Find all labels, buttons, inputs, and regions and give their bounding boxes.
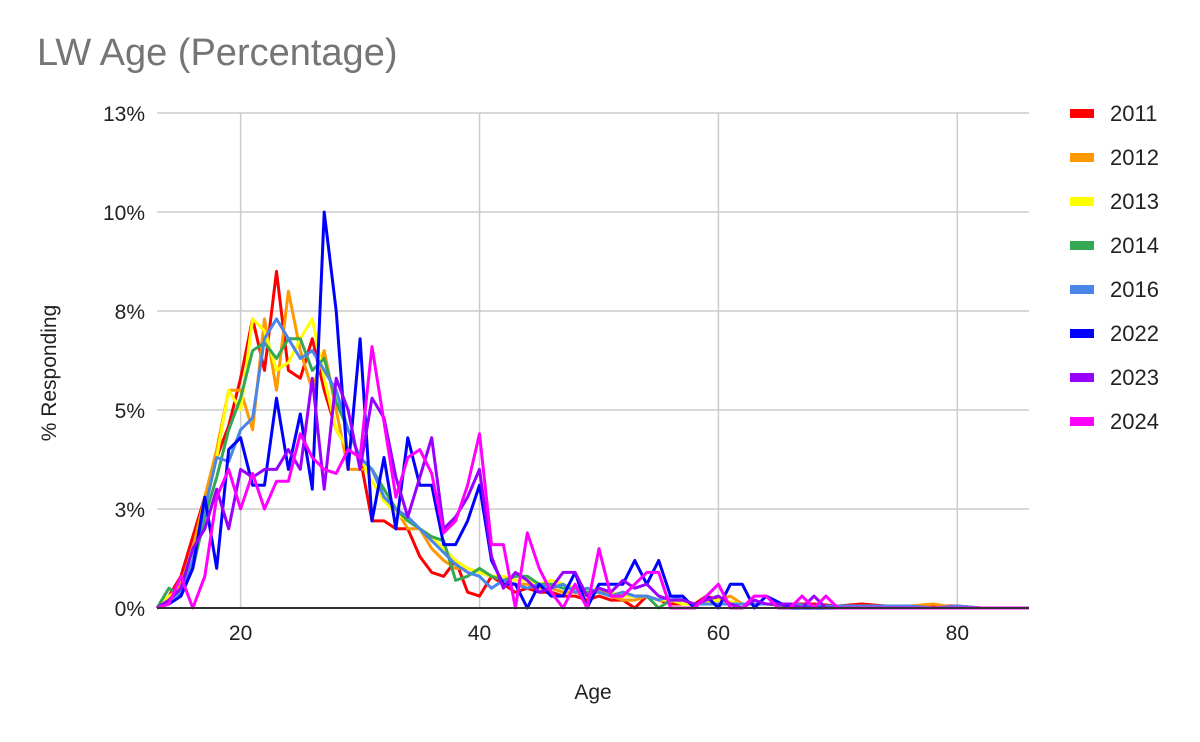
y-tick-label: 3% (115, 499, 145, 522)
y-tick-label: 0% (115, 598, 145, 621)
series-line-2011 (155, 269, 1029, 610)
legend-label: 2013 (1110, 189, 1159, 214)
legend-label: 2016 (1110, 277, 1159, 302)
y-axis-label: % Responding (38, 305, 61, 442)
series-line-2024 (156, 345, 1029, 610)
legend-label: 2011 (1110, 101, 1158, 126)
legend-swatch (1070, 241, 1094, 250)
legend-label: 2014 (1110, 233, 1159, 258)
legend-swatch (1070, 197, 1094, 206)
x-tick-label: 40 (468, 622, 491, 645)
legend-swatch (1070, 417, 1094, 426)
legend-swatch (1070, 285, 1094, 294)
series-line-2023 (156, 376, 1029, 610)
x-tick-label: 20 (229, 622, 252, 645)
legend-label: 2023 (1110, 365, 1159, 390)
legend-swatch (1070, 109, 1094, 118)
legend-swatch (1070, 153, 1094, 162)
gridlines (157, 112, 1029, 608)
y-tick-label: 10% (103, 202, 145, 225)
legend-label: 2012 (1110, 145, 1159, 170)
x-tick-label: 60 (707, 622, 730, 645)
y-tick-label: 13% (103, 103, 145, 126)
legend-swatch (1070, 373, 1094, 382)
x-tick-label: 80 (946, 622, 969, 645)
y-tick-label: 8% (115, 301, 145, 324)
y-tick-label: 5% (115, 400, 145, 423)
x-axis-label: Age (574, 681, 611, 704)
legend-label: 2024 (1110, 409, 1159, 434)
y-tick-labels: 0% 3% 5% 8% 10% 13% (103, 103, 145, 621)
chart-title: LW Age (Percentage) (37, 32, 398, 74)
series-line-2014 (155, 337, 1029, 610)
legend-swatch (1070, 329, 1094, 338)
x-tick-labels: 20 40 60 80 (229, 622, 969, 645)
legend-label: 2022 (1110, 321, 1159, 346)
